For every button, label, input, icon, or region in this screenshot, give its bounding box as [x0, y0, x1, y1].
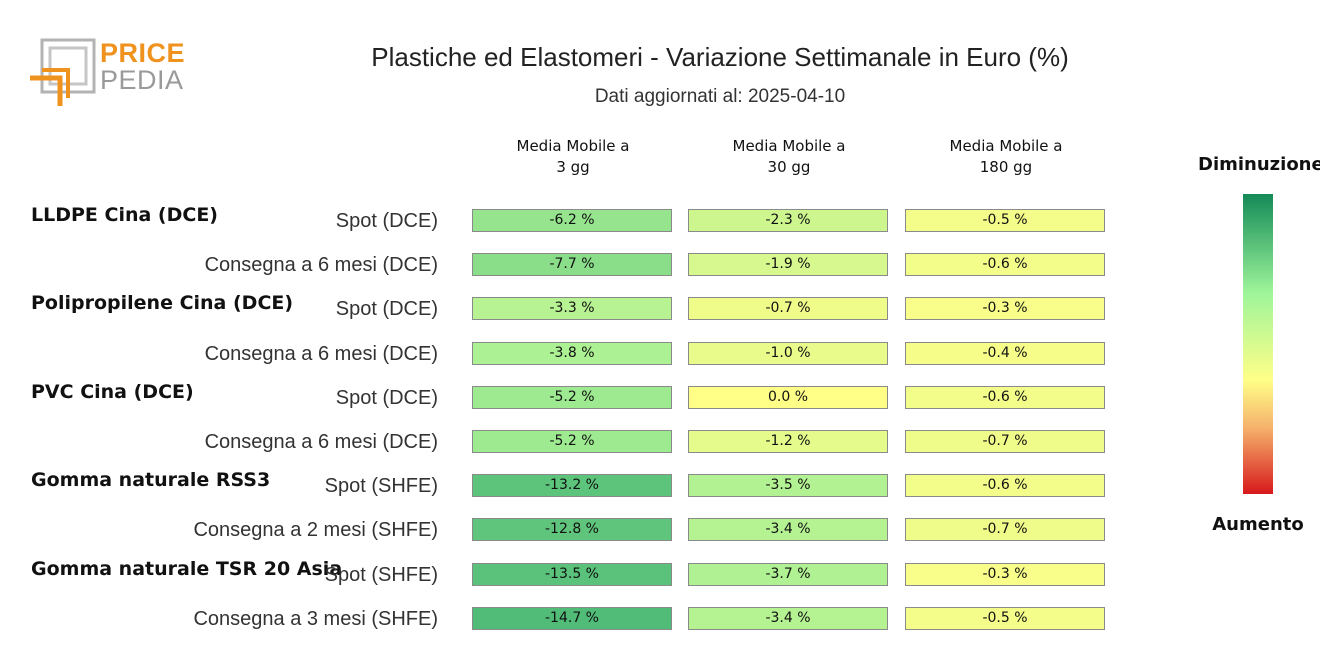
group-label: Gomma naturale RSS3	[31, 469, 271, 492]
logo-word-pedia: PEDIA	[100, 65, 184, 95]
column-header-line1: Media Mobile a	[949, 137, 1063, 155]
row-label: Consegna a 6 mesi (DCE)	[204, 342, 438, 365]
heatmap-cell: -3.4 %	[688, 606, 888, 630]
row-label: Consegna a 2 mesi (SHFE)	[193, 519, 438, 542]
column-header-line2: 3 gg	[556, 158, 590, 176]
group-label: Polipropilene Cina (DCE)	[31, 292, 294, 315]
chart-title: Plastiche ed Elastomeri - Variazione Set…	[371, 42, 1069, 72]
column-header-line1: Media Mobile a	[516, 137, 630, 155]
heatmap-cell: -0.7 %	[905, 518, 1105, 542]
row-label: Spot (DCE)	[335, 298, 438, 321]
logo-word-price: PRICE	[100, 38, 186, 68]
heatmap-cell: -5.2 %	[472, 385, 672, 409]
heatmap-cell: -0.6 %	[905, 385, 1105, 409]
column-header-line1: Media Mobile a	[732, 137, 846, 155]
heatmap-cell: -0.7 %	[905, 430, 1105, 453]
legend-label-increase: Aumento	[1212, 514, 1304, 535]
group-label: Gomma naturale TSR 20 Asia	[31, 557, 343, 580]
heatmap-cell: -3.8 %	[472, 341, 672, 365]
logo-mark-icon	[30, 38, 96, 106]
heatmap-cell: -0.4 %	[905, 341, 1105, 365]
heatmap-cell: -0.6 %	[905, 474, 1105, 498]
heatmap-cell: -13.2 %	[472, 474, 672, 498]
heatmap-cell: -0.5 %	[905, 606, 1105, 630]
heatmap-cell: -6.2 %	[472, 209, 672, 232]
column-header-line2: 180 gg	[979, 158, 1033, 176]
chart-subtitle: Dati aggiornati al: 2025-04-10	[594, 86, 846, 107]
row-label: Consegna a 6 mesi (DCE)	[204, 254, 438, 277]
column-header: Media Mobile a 3 gg	[472, 136, 674, 178]
pricepedia-logo: PRICE PEDIA	[28, 36, 188, 110]
color-scale-bar	[1243, 194, 1273, 494]
heatmap-cell: -5.2 %	[472, 430, 672, 453]
heatmap-cell: -0.3 %	[905, 297, 1105, 321]
row-label: Spot (SHFE)	[324, 563, 438, 586]
heatmap-cell: -3.3 %	[472, 297, 672, 321]
heatmap-cell: -1.2 %	[688, 430, 888, 453]
row-label: Spot (SHFE)	[324, 475, 438, 498]
group-label: PVC Cina (DCE)	[31, 380, 194, 403]
heatmap-cell: -3.4 %	[688, 518, 888, 542]
heatmap-cell: -14.7 %	[472, 606, 672, 630]
group-label: LLDPE Cina (DCE)	[31, 204, 218, 226]
heatmap-cell: -0.6 %	[905, 253, 1105, 277]
heatmap-cell: -2.3 %	[688, 209, 888, 232]
column-header: Media Mobile a 30 gg	[688, 136, 890, 178]
legend-label-decrease: Diminuzione	[1198, 154, 1320, 175]
heatmap-cell: -0.7 %	[688, 297, 888, 321]
heatmap-cell: -13.5 %	[472, 562, 672, 586]
heatmap-cell: -7.7 %	[472, 253, 672, 277]
heatmap-cell: -0.3 %	[905, 562, 1105, 586]
row-label: Consegna a 3 mesi (SHFE)	[193, 607, 438, 630]
heatmap-cell: -0.5 %	[905, 209, 1105, 232]
heatmap-cell: -1.0 %	[688, 341, 888, 365]
heatmap-cell: 0.0 %	[688, 385, 888, 409]
column-header-line2: 30 gg	[767, 158, 811, 176]
heatmap-cell: -12.8 %	[472, 518, 672, 542]
heatmap-cell: -1.9 %	[688, 253, 888, 277]
column-header: Media Mobile a 180 gg	[905, 136, 1107, 178]
heatmap-cell: -3.5 %	[688, 474, 888, 498]
row-label: Spot (DCE)	[335, 386, 438, 409]
heatmap-cell: -3.7 %	[688, 562, 888, 586]
row-label: Spot (DCE)	[335, 210, 438, 232]
row-label: Consegna a 6 mesi (DCE)	[204, 431, 438, 453]
